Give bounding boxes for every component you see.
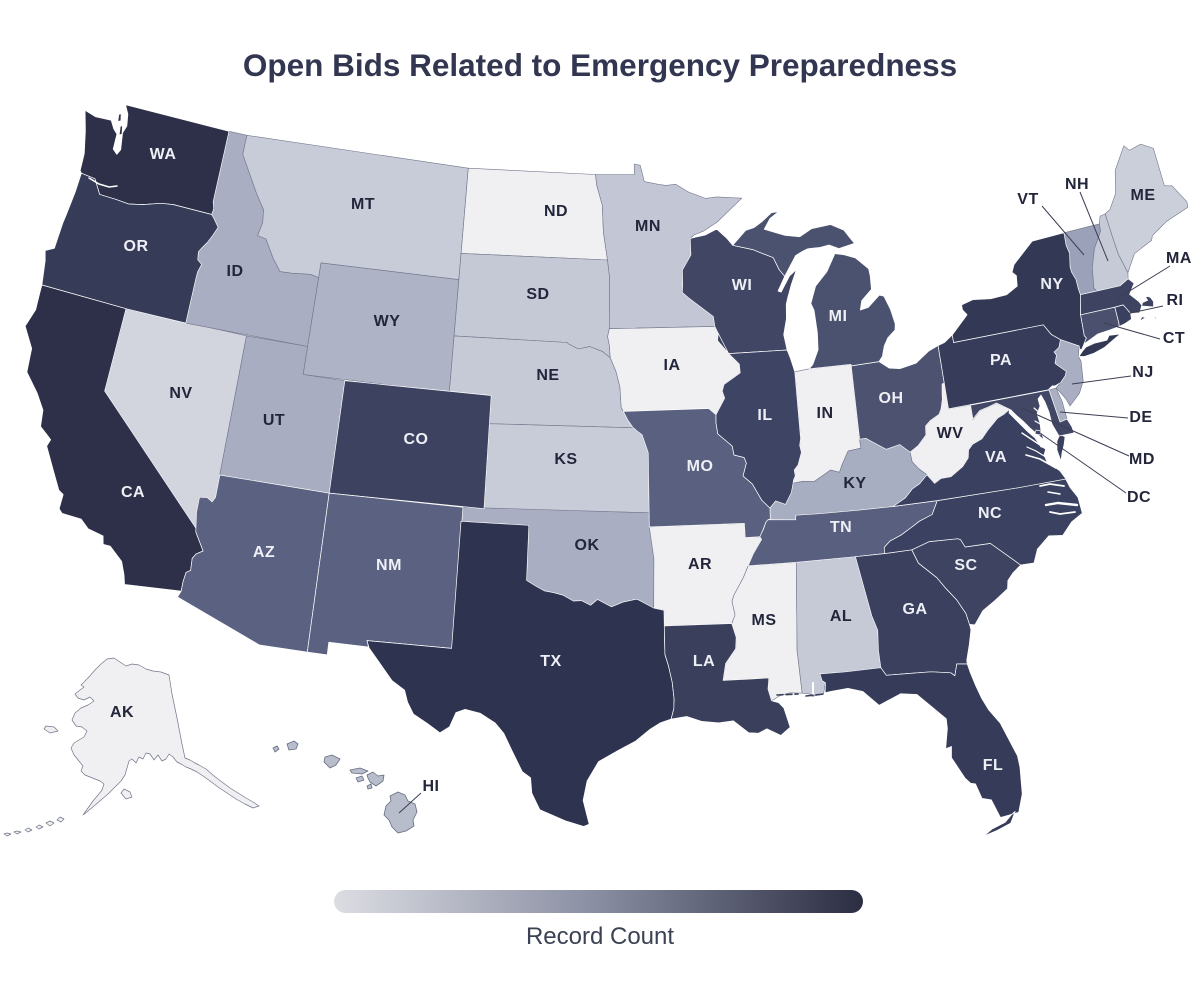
svg-text:NC: NC bbox=[978, 505, 1002, 522]
svg-text:TN: TN bbox=[830, 519, 852, 536]
svg-text:NE: NE bbox=[536, 367, 559, 384]
svg-text:KY: KY bbox=[843, 475, 866, 492]
svg-text:VT: VT bbox=[1017, 191, 1038, 208]
svg-text:NY: NY bbox=[1040, 276, 1063, 293]
svg-text:RI: RI bbox=[1167, 292, 1184, 309]
svg-text:SC: SC bbox=[954, 557, 977, 574]
svg-text:LA: LA bbox=[693, 653, 715, 670]
svg-text:WA: WA bbox=[150, 146, 177, 163]
svg-text:VA: VA bbox=[985, 449, 1007, 466]
svg-text:MS: MS bbox=[752, 612, 777, 629]
svg-text:Open Bids Related to Emergency: Open Bids Related to Emergency Preparedn… bbox=[243, 47, 957, 83]
svg-text:CO: CO bbox=[404, 431, 429, 448]
svg-text:NM: NM bbox=[376, 557, 402, 574]
svg-text:CT: CT bbox=[1163, 330, 1185, 347]
svg-text:GA: GA bbox=[903, 601, 928, 618]
svg-text:Record Count: Record Count bbox=[526, 923, 674, 950]
svg-text:NV: NV bbox=[169, 385, 192, 402]
svg-text:IL: IL bbox=[757, 407, 772, 424]
svg-text:ND: ND bbox=[544, 203, 568, 220]
svg-text:FL: FL bbox=[983, 757, 1004, 774]
svg-text:NJ: NJ bbox=[1132, 364, 1153, 381]
svg-text:WI: WI bbox=[732, 277, 753, 294]
svg-text:WV: WV bbox=[937, 425, 964, 442]
svg-text:MT: MT bbox=[351, 196, 375, 213]
svg-text:NH: NH bbox=[1065, 176, 1089, 193]
svg-text:HI: HI bbox=[423, 778, 440, 795]
svg-text:DE: DE bbox=[1129, 409, 1152, 426]
svg-text:MD: MD bbox=[1129, 451, 1155, 468]
svg-text:DC: DC bbox=[1127, 489, 1151, 506]
svg-text:AZ: AZ bbox=[253, 544, 275, 561]
svg-text:AR: AR bbox=[688, 556, 712, 573]
svg-text:UT: UT bbox=[263, 412, 285, 429]
svg-text:IN: IN bbox=[817, 405, 834, 422]
svg-text:MA: MA bbox=[1166, 250, 1192, 267]
svg-text:CA: CA bbox=[121, 484, 145, 501]
svg-text:WY: WY bbox=[374, 313, 401, 330]
svg-text:MO: MO bbox=[687, 458, 714, 475]
svg-text:IA: IA bbox=[664, 357, 681, 374]
svg-text:MN: MN bbox=[635, 218, 661, 235]
svg-text:ID: ID bbox=[227, 263, 244, 280]
svg-text:MI: MI bbox=[829, 308, 848, 325]
svg-text:OH: OH bbox=[879, 390, 904, 407]
svg-text:OR: OR bbox=[124, 238, 149, 255]
svg-text:OK: OK bbox=[575, 537, 600, 554]
svg-text:ME: ME bbox=[1131, 187, 1156, 204]
svg-text:KS: KS bbox=[554, 451, 577, 468]
svg-text:AL: AL bbox=[830, 608, 852, 625]
svg-text:TX: TX bbox=[540, 653, 561, 670]
svg-text:AK: AK bbox=[110, 704, 134, 721]
svg-text:PA: PA bbox=[990, 352, 1012, 369]
svg-text:SD: SD bbox=[526, 286, 549, 303]
